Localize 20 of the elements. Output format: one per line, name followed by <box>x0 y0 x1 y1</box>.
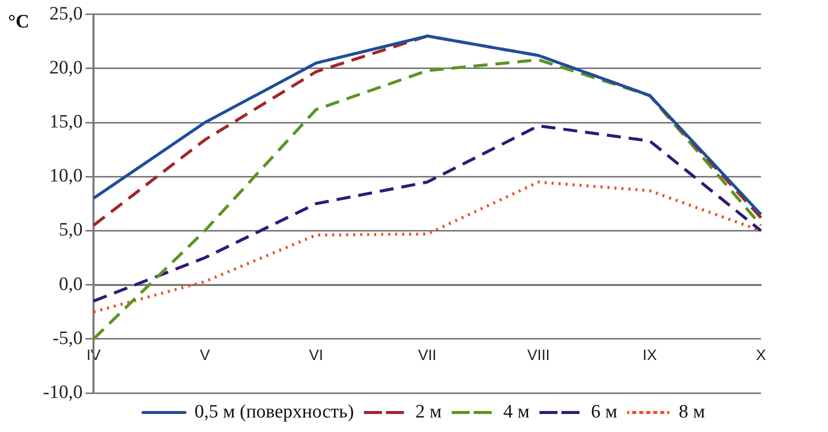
x-tick-label: IX <box>642 346 657 364</box>
y-tick-label: -10,0 <box>43 382 83 403</box>
x-tick-label: V <box>200 346 210 364</box>
y-tick-label: 20,0 <box>49 57 83 78</box>
y-tick-label: -5,0 <box>52 328 83 349</box>
x-tick-label: VI <box>308 346 324 364</box>
x-tick-label: VII <box>418 346 436 364</box>
legend-label: 0,5 м (поверхность) <box>194 401 354 422</box>
legend-label: 2 м <box>415 401 442 422</box>
y-tick-label: 15,0 <box>49 112 83 133</box>
legend-label: 4 м <box>503 401 530 422</box>
y-tick-label: 0,0 <box>58 274 83 295</box>
y-tick-label: 10,0 <box>49 166 83 187</box>
y-tick-label: 5,0 <box>58 220 83 241</box>
y-tick-label: 25,0 <box>49 3 83 24</box>
legend-label: 8 м <box>678 401 706 422</box>
legend-label: 6 м <box>590 401 618 422</box>
x-tick-label: X <box>756 346 766 364</box>
x-tick-label: VIII <box>527 346 550 364</box>
y-axis-title: °C <box>8 11 30 32</box>
